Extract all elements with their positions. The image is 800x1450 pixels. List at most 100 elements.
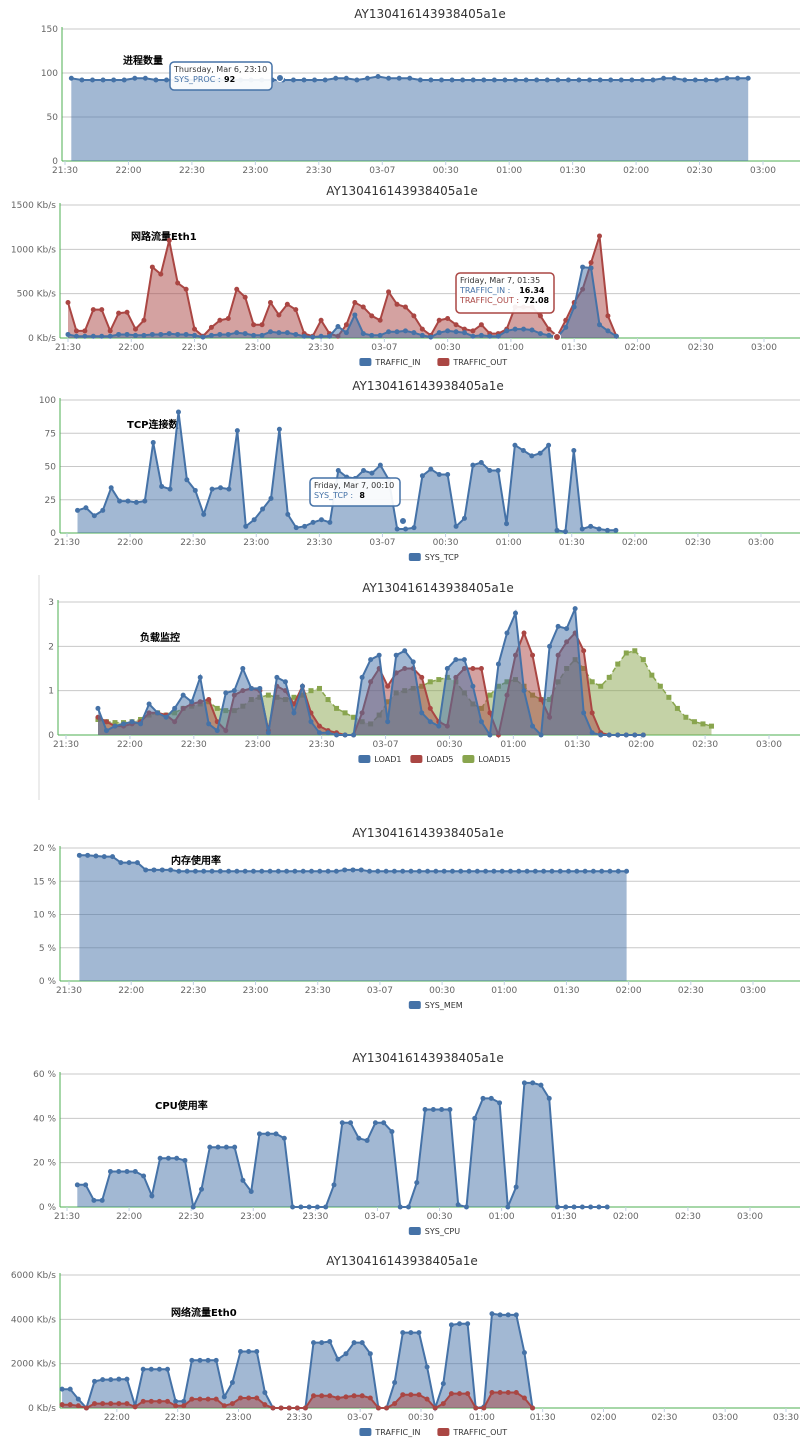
data-point[interactable] (453, 329, 459, 335)
data-point[interactable] (416, 1392, 422, 1398)
data-point[interactable] (563, 317, 569, 323)
data-point[interactable] (205, 1396, 211, 1402)
data-point[interactable] (521, 326, 527, 332)
data-point[interactable] (358, 867, 364, 873)
data-point[interactable] (427, 705, 433, 711)
legend-item[interactable]: TRAFFIC_OUT (452, 358, 507, 367)
data-point[interactable] (175, 331, 181, 337)
data-point[interactable] (248, 685, 254, 691)
data-point[interactable] (99, 307, 105, 313)
data-point[interactable] (351, 732, 357, 738)
data-point[interactable] (408, 1330, 414, 1336)
data-point[interactable] (317, 730, 323, 736)
data-point[interactable] (596, 1204, 602, 1210)
data-point[interactable] (290, 1204, 296, 1210)
data-point[interactable] (504, 328, 510, 334)
data-point[interactable] (165, 1155, 171, 1161)
legend-item[interactable]: LOAD5 (426, 755, 453, 764)
data-point[interactable] (309, 868, 315, 874)
data-point[interactable] (155, 710, 161, 716)
data-point[interactable] (361, 467, 367, 473)
data-point[interactable] (541, 868, 547, 874)
data-point[interactable] (691, 719, 697, 725)
legend-item[interactable]: TRAFFIC_IN (374, 358, 420, 367)
data-point[interactable] (417, 77, 423, 83)
data-point[interactable] (555, 1204, 561, 1210)
data-point[interactable] (157, 1155, 163, 1161)
data-point[interactable] (327, 1393, 333, 1399)
data-point[interactable] (121, 77, 127, 83)
data-point[interactable] (589, 679, 595, 685)
legend-swatch[interactable] (437, 358, 450, 366)
data-point[interactable] (724, 75, 730, 81)
data-point[interactable] (90, 333, 96, 339)
data-point[interactable] (126, 860, 132, 866)
data-point[interactable] (254, 1348, 260, 1354)
data-point[interactable] (367, 868, 373, 874)
data-point[interactable] (192, 326, 198, 332)
data-point[interactable] (167, 486, 173, 492)
data-point[interactable] (487, 333, 493, 339)
data-point[interactable] (462, 330, 468, 336)
data-point[interactable] (411, 330, 417, 336)
data-point[interactable] (708, 723, 714, 729)
data-point[interactable] (273, 1131, 279, 1137)
data-point[interactable] (489, 1311, 495, 1317)
data-point[interactable] (391, 868, 397, 874)
data-point[interactable] (377, 317, 383, 323)
data-point[interactable] (268, 495, 274, 501)
data-point[interactable] (100, 1377, 106, 1383)
data-point[interactable] (448, 1391, 454, 1397)
data-point[interactable] (234, 286, 240, 292)
data-point[interactable] (513, 77, 519, 83)
data-point[interactable] (79, 77, 85, 83)
data-point[interactable] (359, 1393, 365, 1399)
data-point[interactable] (254, 1395, 260, 1401)
data-point[interactable] (367, 1351, 373, 1357)
data-point[interactable] (375, 868, 381, 874)
data-point[interactable] (173, 1403, 179, 1409)
data-point[interactable] (156, 1398, 162, 1404)
data-point[interactable] (470, 666, 476, 671)
data-point[interactable] (424, 1396, 430, 1402)
data-point[interactable] (335, 323, 341, 329)
data-point[interactable] (124, 1376, 130, 1382)
data-point[interactable] (375, 1405, 381, 1411)
data-point[interactable] (246, 1348, 252, 1354)
data-point[interactable] (59, 1402, 65, 1408)
data-point[interactable] (579, 1204, 585, 1210)
data-point[interactable] (544, 77, 550, 83)
data-point[interactable] (565, 77, 571, 83)
data-point[interactable] (265, 1131, 271, 1137)
data-point[interactable] (223, 1144, 229, 1150)
data-point[interactable] (214, 728, 220, 734)
data-point[interactable] (563, 324, 569, 330)
data-point[interactable] (369, 332, 375, 338)
data-point[interactable] (521, 630, 527, 636)
data-point[interactable] (292, 868, 298, 874)
data-point[interactable] (605, 328, 611, 334)
data-point[interactable] (700, 721, 706, 727)
data-point[interactable] (168, 867, 174, 873)
data-point[interactable] (85, 852, 91, 858)
data-point[interactable] (118, 860, 124, 866)
data-point[interactable] (599, 868, 605, 874)
data-point[interactable] (436, 471, 442, 477)
data-point[interactable] (291, 710, 297, 716)
data-point[interactable] (311, 1393, 317, 1399)
data-point[interactable] (335, 467, 341, 473)
data-point[interactable] (386, 75, 392, 81)
data-point[interactable] (215, 1144, 221, 1150)
data-point[interactable] (82, 333, 88, 339)
data-point[interactable] (318, 517, 324, 523)
data-point[interactable] (364, 1138, 370, 1143)
data-point[interactable] (141, 1173, 147, 1179)
data-point[interactable] (218, 485, 224, 491)
data-point[interactable] (461, 657, 467, 663)
data-point[interactable] (402, 648, 408, 654)
data-point[interactable] (555, 77, 561, 83)
legend-swatch[interactable] (359, 358, 372, 366)
data-point[interactable] (386, 329, 392, 335)
data-point[interactable] (99, 1197, 105, 1203)
data-point[interactable] (613, 333, 619, 339)
